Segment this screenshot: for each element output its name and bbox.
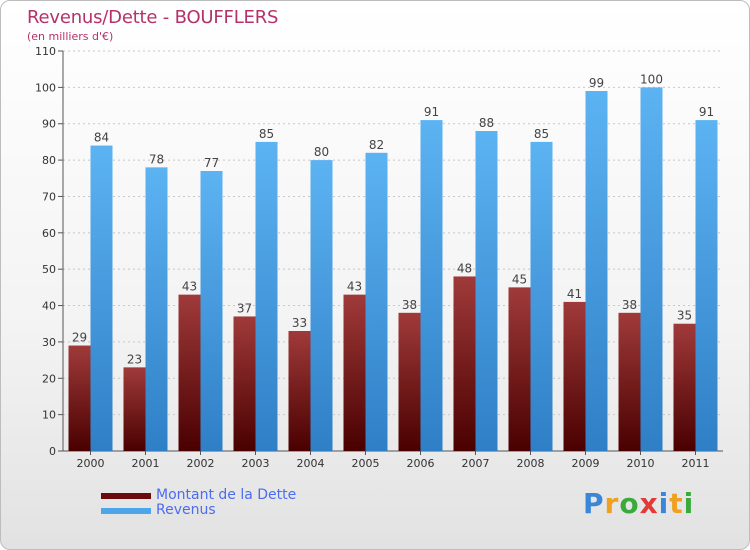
gridlines: [63, 50, 723, 452]
data-label-revenus: 78: [149, 152, 164, 166]
x-tick-label: 2002: [187, 457, 215, 470]
chart-subtitle: (en milliers d'€): [27, 30, 114, 43]
chart-title: Revenus/Dette - BOUFFLERS: [27, 7, 279, 28]
bar-revenus: [200, 171, 223, 451]
bar-revenus: [640, 87, 663, 451]
data-label-debt: 38: [402, 298, 417, 312]
logo-letter: t: [669, 487, 684, 520]
x-tick-label: 2005: [352, 457, 380, 470]
logo-letter: r: [604, 487, 620, 520]
data-label-debt: 45: [512, 272, 527, 286]
bar-debt: [398, 312, 421, 451]
bar-debt: [673, 323, 696, 451]
x-tick-label: 2010: [627, 457, 655, 470]
legend-item-revenus: Revenus: [101, 503, 296, 518]
data-label-revenus: 91: [424, 105, 439, 119]
x-tick-label: 2003: [242, 457, 270, 470]
legend: Montant de la Dette Revenus: [101, 488, 296, 518]
bar-debt: [178, 294, 201, 451]
legend-swatch-revenus: [101, 507, 151, 514]
bar-revenus: [90, 145, 113, 451]
data-label-debt: 38: [622, 298, 637, 312]
y-tick-label: 80: [42, 154, 56, 167]
y-tick-label: 110: [35, 45, 56, 58]
axes: 0 10 20 30 40 50 60 70 80 90 100 110 2000 2001 2002 200…: [35, 45, 723, 470]
bar-debt: [618, 312, 641, 451]
x-tick-label: 2008: [517, 457, 545, 470]
y-tick-label: 50: [42, 263, 56, 276]
logo-letter: P: [583, 487, 605, 520]
data-label-revenus: 80: [314, 145, 329, 159]
bar-debt: [453, 276, 476, 451]
x-tick-label: 2009: [572, 457, 600, 470]
data-label-debt: 29: [72, 331, 87, 345]
legend-label-revenus: Revenus: [156, 502, 216, 518]
data-label-revenus: 99: [589, 76, 604, 90]
proxiti-logo: Proxiti: [583, 487, 694, 520]
y-tick-label: 20: [42, 372, 56, 385]
x-tick-label: 2001: [132, 457, 160, 470]
data-label-revenus: 85: [259, 127, 274, 141]
data-label-revenus: 84: [94, 131, 109, 145]
bar-debt: [508, 287, 531, 451]
legend-swatch-debt: [101, 492, 151, 499]
bar-revenus: [365, 152, 388, 451]
data-label-revenus: 85: [534, 127, 549, 141]
bars: [68, 87, 718, 451]
data-label-revenus: 77: [204, 156, 219, 170]
bar-debt: [123, 367, 146, 451]
y-tick-label: 30: [42, 336, 56, 349]
data-label-revenus: 82: [369, 138, 384, 152]
y-tick-label: 0: [49, 445, 56, 458]
bar-revenus: [475, 131, 498, 451]
data-label-revenus: 88: [479, 116, 494, 130]
data-label-debt: 41: [567, 287, 582, 301]
bar-revenus: [530, 141, 553, 451]
bar-debt: [563, 301, 586, 451]
bar-debt: [288, 331, 311, 451]
logo-letter: i: [658, 487, 670, 520]
x-tick-label: 2011: [682, 457, 710, 470]
bar-debt: [233, 316, 256, 451]
x-tick-label: 2006: [407, 457, 435, 470]
logo-letter: x: [639, 487, 659, 520]
data-label-debt: 43: [347, 280, 362, 294]
x-tick-label: 2000: [77, 457, 105, 470]
bar-revenus: [255, 141, 278, 451]
legend-label-debt: Montant de la Dette: [156, 487, 297, 503]
bar-revenus: [585, 91, 608, 451]
data-label-debt: 48: [457, 261, 472, 275]
bar-revenus: [695, 120, 718, 451]
data-labels: 29 84 23 78 43 77 37 85 33 80 43 82 38 91 48 88 45 85 41 99…: [72, 72, 714, 366]
bar-revenus: [420, 120, 443, 451]
y-tick-label: 100: [35, 81, 56, 94]
data-label-revenus: 100: [640, 72, 663, 86]
bar-revenus: [310, 160, 333, 451]
data-label-debt: 37: [237, 301, 252, 315]
data-label-revenus: 91: [699, 105, 714, 119]
data-label-debt: 33: [292, 316, 307, 330]
y-tick-label: 40: [42, 300, 56, 313]
data-label-debt: 43: [182, 280, 197, 294]
bar-debt: [343, 294, 366, 451]
y-tick-label: 60: [42, 227, 56, 240]
logo-letter: i: [683, 487, 695, 520]
logo-letter: o: [619, 487, 640, 520]
data-label-debt: 35: [677, 309, 692, 323]
y-tick-label: 10: [42, 409, 56, 422]
legend-item-debt: Montant de la Dette: [101, 488, 296, 503]
bar-debt: [68, 345, 91, 451]
data-label-debt: 23: [127, 352, 142, 366]
x-tick-label: 2004: [297, 457, 325, 470]
bar-revenus: [145, 167, 168, 451]
x-tick-label: 2007: [462, 457, 490, 470]
y-tick-label: 70: [42, 190, 56, 203]
y-tick-label: 90: [42, 118, 56, 131]
